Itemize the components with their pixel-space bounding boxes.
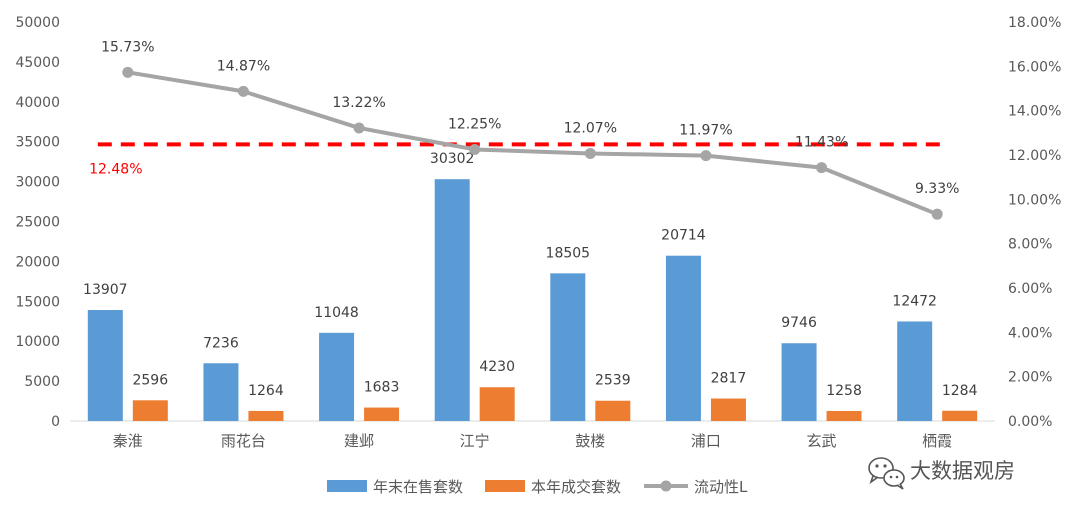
legend-swatch-on-sale bbox=[327, 480, 367, 492]
left-axis-tick: 15000 bbox=[15, 294, 60, 310]
bars: 13907 2596 7236 1264 11048 1683 30302 4230 18505… bbox=[83, 151, 978, 421]
bar-transactions-label: 2817 bbox=[711, 371, 747, 387]
right-axis-tick: 0.00% bbox=[1008, 414, 1052, 430]
liquidity-point-label: 11.43% bbox=[795, 135, 848, 151]
bar-on-sale-label: 11048 bbox=[314, 305, 359, 321]
liquidity-point-label: 12.25% bbox=[448, 116, 501, 132]
bar-transactions bbox=[479, 387, 515, 421]
liquidity-point-label: 9.33% bbox=[915, 181, 959, 197]
category-label: 栖霞 bbox=[922, 432, 952, 450]
right-axis-tick: 12.00% bbox=[1008, 148, 1061, 164]
bar-on-sale-label: 12472 bbox=[892, 293, 937, 309]
liquidity-point bbox=[700, 150, 712, 162]
category-label: 秦淮 bbox=[113, 432, 143, 450]
legend-swatch-transactions bbox=[485, 480, 525, 492]
reference-line: 12.48% bbox=[89, 142, 946, 177]
bar-on-sale-label: 9746 bbox=[781, 315, 817, 331]
liquidity-point-label: 11.97% bbox=[679, 123, 732, 139]
liquidity-line: 15.73% 14.87% 13.22% 12.25% 12.07% 11.97% 11.4… bbox=[101, 39, 959, 220]
bar-on-sale bbox=[781, 343, 817, 421]
left-axis-tick: 45000 bbox=[15, 55, 60, 71]
left-axis-tick: 30000 bbox=[15, 175, 60, 191]
bar-on-sale-label: 20714 bbox=[661, 228, 706, 244]
category-labels: 秦淮 雨花台 建邺 江宁 鼓楼 浦口 玄武 栖霞 bbox=[113, 432, 952, 450]
left-axis-ticks: 0 5000 10000 15000 20000 25000 30000 35000 40000… bbox=[15, 15, 60, 430]
bar-transactions-label: 1258 bbox=[826, 383, 862, 399]
bar-transactions bbox=[132, 400, 168, 421]
bar-transactions bbox=[595, 400, 631, 421]
bar-transactions-label: 1683 bbox=[364, 380, 400, 396]
bar-on-sale-label: 7236 bbox=[203, 335, 239, 351]
bar-transactions bbox=[826, 410, 862, 421]
bar-on-sale bbox=[665, 255, 701, 421]
liquidity-point bbox=[237, 85, 249, 97]
bar-transactions bbox=[364, 407, 400, 421]
bar-on-sale bbox=[319, 332, 355, 421]
liquidity-point-label: 13.22% bbox=[332, 95, 385, 111]
left-axis-tick: 0 bbox=[51, 414, 60, 430]
bar-transactions-label: 4230 bbox=[479, 359, 515, 375]
legend-label-on-sale: 年末在售套数 bbox=[373, 478, 463, 496]
bar-on-sale-label: 18505 bbox=[546, 245, 591, 261]
right-axis-tick: 18.00% bbox=[1008, 15, 1061, 31]
liquidity-point bbox=[931, 208, 943, 220]
liquidity-point bbox=[584, 147, 596, 159]
right-axis-tick: 10.00% bbox=[1008, 192, 1061, 208]
bar-on-sale bbox=[434, 179, 470, 421]
bar-transactions-label: 1264 bbox=[248, 383, 284, 399]
bar-transactions bbox=[710, 398, 746, 421]
right-axis-tick: 4.00% bbox=[1008, 325, 1052, 341]
bar-on-sale bbox=[550, 273, 586, 421]
right-axis-tick: 16.00% bbox=[1008, 59, 1061, 75]
right-axis-tick: 8.00% bbox=[1008, 237, 1052, 253]
bar-on-sale bbox=[87, 310, 123, 421]
liquidity-series-line bbox=[127, 70, 938, 217]
liquidity-point bbox=[122, 66, 134, 78]
liquidity-point-label: 12.07% bbox=[564, 120, 617, 136]
category-label: 鼓楼 bbox=[575, 432, 605, 450]
liquidity-point bbox=[816, 162, 828, 174]
legend-label-transactions: 本年成交套数 bbox=[531, 478, 621, 496]
left-axis-tick: 35000 bbox=[15, 135, 60, 151]
legend: 年末在售套数 本年成交套数 流动性L bbox=[327, 478, 748, 496]
liquidity-point bbox=[353, 122, 365, 134]
bar-transactions-label: 1284 bbox=[942, 383, 978, 399]
liquidity-point-label: 14.87% bbox=[217, 58, 270, 74]
right-axis-tick: 2.00% bbox=[1008, 370, 1052, 386]
left-axis-tick: 40000 bbox=[15, 95, 60, 111]
right-axis-ticks: 0.00% 2.00% 4.00% 6.00% 8.00% 10.00% 12.00% 14.… bbox=[1008, 15, 1061, 430]
liquidity-point-label: 15.73% bbox=[101, 39, 154, 55]
left-axis-tick: 5000 bbox=[24, 374, 60, 390]
category-label: 江宁 bbox=[460, 432, 490, 450]
left-axis-tick: 25000 bbox=[15, 215, 60, 231]
bar-transactions bbox=[248, 410, 284, 421]
category-label: 浦口 bbox=[691, 432, 721, 450]
bar-transactions-label: 2596 bbox=[132, 372, 168, 388]
bar-transactions bbox=[942, 410, 978, 421]
right-axis-tick: 14.00% bbox=[1008, 104, 1061, 120]
wechat-icon bbox=[868, 457, 905, 490]
left-axis-tick: 20000 bbox=[15, 254, 60, 270]
watermark: 大数据观房 bbox=[868, 457, 1015, 490]
left-axis-tick: 10000 bbox=[15, 334, 60, 350]
watermark-text: 大数据观房 bbox=[910, 459, 1015, 483]
legend-label-liquidity: 流动性L bbox=[694, 478, 748, 496]
bar-on-sale-label: 13907 bbox=[83, 282, 128, 298]
category-label: 玄武 bbox=[807, 432, 837, 450]
bar-transactions-label: 2539 bbox=[595, 373, 631, 389]
left-axis-tick: 50000 bbox=[15, 15, 60, 31]
category-label: 建邺 bbox=[344, 432, 374, 450]
reference-line-label: 12.48% bbox=[89, 161, 142, 177]
legend-swatch-liquidity-marker bbox=[660, 480, 672, 492]
bar-on-sale bbox=[203, 363, 239, 421]
right-axis-tick: 6.00% bbox=[1008, 281, 1052, 297]
bar-on-sale bbox=[897, 321, 933, 421]
category-label: 雨花台 bbox=[221, 432, 266, 450]
bar-on-sale-label: 30302 bbox=[430, 151, 475, 167]
liquidity-point bbox=[469, 143, 481, 155]
